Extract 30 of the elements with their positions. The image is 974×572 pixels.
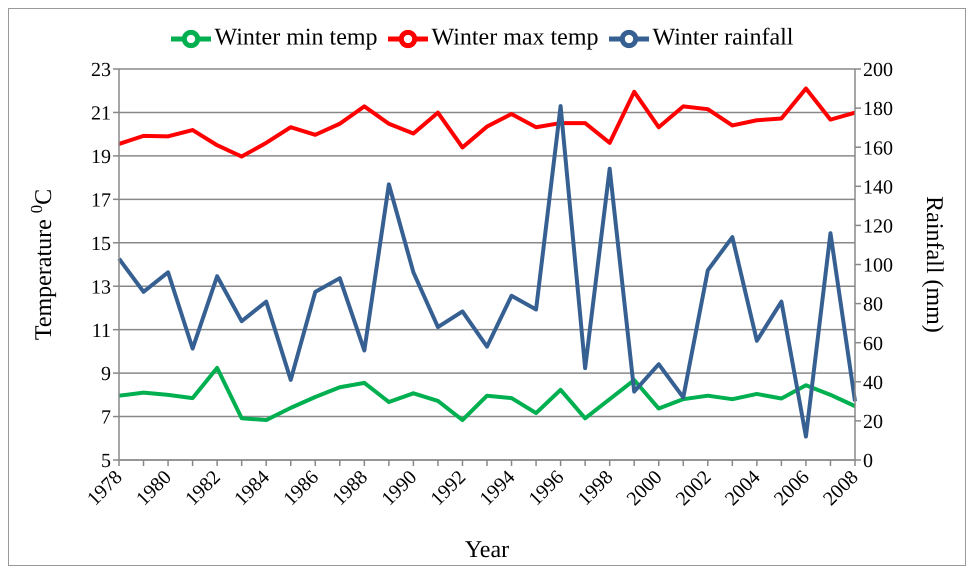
line-series — [117, 86, 857, 159]
y-tick-label: 13 — [91, 276, 111, 298]
y2-tick-label: 180 — [863, 98, 893, 120]
y-tick-label: 7 — [101, 406, 111, 429]
y2-tick-label: 120 — [863, 216, 893, 238]
y-tick-label: 5 — [101, 450, 111, 472]
x-tick-label: 1988 — [328, 466, 372, 510]
y-tick-label: 19 — [91, 146, 111, 168]
y2-tick-label: 140 — [863, 176, 893, 198]
y-tick-label: 11 — [92, 320, 111, 342]
x-axis-title: Year — [464, 537, 510, 563]
legend-label: Winter min temp — [214, 24, 378, 51]
y-tick-label: 17 — [91, 189, 111, 212]
y-tick-label: 23 — [91, 59, 111, 82]
y2-tick-label: 160 — [863, 137, 893, 160]
legend-label: Winter max temp — [432, 24, 598, 51]
y2-tick-label: 200 — [863, 59, 893, 82]
line-series — [117, 366, 857, 422]
legend-label: Winter rainfall — [652, 24, 794, 51]
y-tick-label: 9 — [101, 363, 111, 386]
y2-tick-label: 80 — [863, 294, 883, 316]
y2-tick-label: 0 — [863, 450, 873, 472]
y2-tick-label: 40 — [863, 372, 883, 394]
y2-tick-label: 20 — [863, 411, 883, 433]
y-tick-label: 15 — [91, 232, 111, 255]
y2-tick-label: 60 — [863, 332, 883, 355]
y-tick-label: 21 — [91, 102, 111, 125]
line-series — [117, 104, 857, 439]
y2-tick-label: 100 — [863, 254, 893, 277]
y2-axis-title: Rainfall (mm) — [921, 196, 947, 333]
